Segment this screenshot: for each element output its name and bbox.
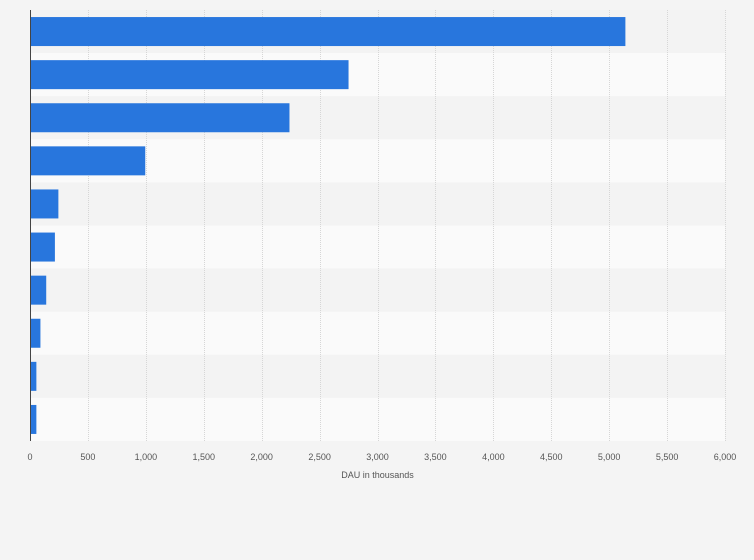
x-tick-label: 1,500 <box>192 452 215 462</box>
x-axis-tick-labels: 0 500 1,000 1,500 2,000 2,500 3,000 3,500 4,000 4… <box>27 452 736 462</box>
row-band <box>30 182 725 226</box>
x-tick-label: 4,000 <box>482 452 505 462</box>
row-band <box>30 311 725 355</box>
x-tick-label: 3,500 <box>424 452 447 462</box>
x-tick-label: 3,000 <box>366 452 389 462</box>
x-tick-label: 2,000 <box>250 452 273 462</box>
row-band <box>30 397 725 441</box>
bar <box>30 404 37 434</box>
bar <box>30 103 290 133</box>
x-tick-label: 4,500 <box>540 452 563 462</box>
x-tick-label: 2,500 <box>308 452 331 462</box>
bar <box>30 17 626 47</box>
row-band <box>30 268 725 312</box>
bar <box>30 232 55 262</box>
bar <box>30 189 59 219</box>
row-band <box>30 354 725 398</box>
x-tick-label: 6,000 <box>714 452 737 462</box>
x-tick-label: 0 <box>27 452 32 462</box>
bar <box>30 60 349 90</box>
x-tick-label: 1,000 <box>135 452 158 462</box>
x-axis-label: DAU in thousands <box>341 470 414 480</box>
row-band <box>30 225 725 269</box>
bar <box>30 361 37 391</box>
bar <box>30 318 41 348</box>
x-tick-label: 500 <box>80 452 95 462</box>
bar-series <box>30 17 626 434</box>
x-tick-label: 5,500 <box>656 452 679 462</box>
bar <box>30 146 146 176</box>
x-tick-label: 5,000 <box>598 452 621 462</box>
bar <box>30 275 47 305</box>
